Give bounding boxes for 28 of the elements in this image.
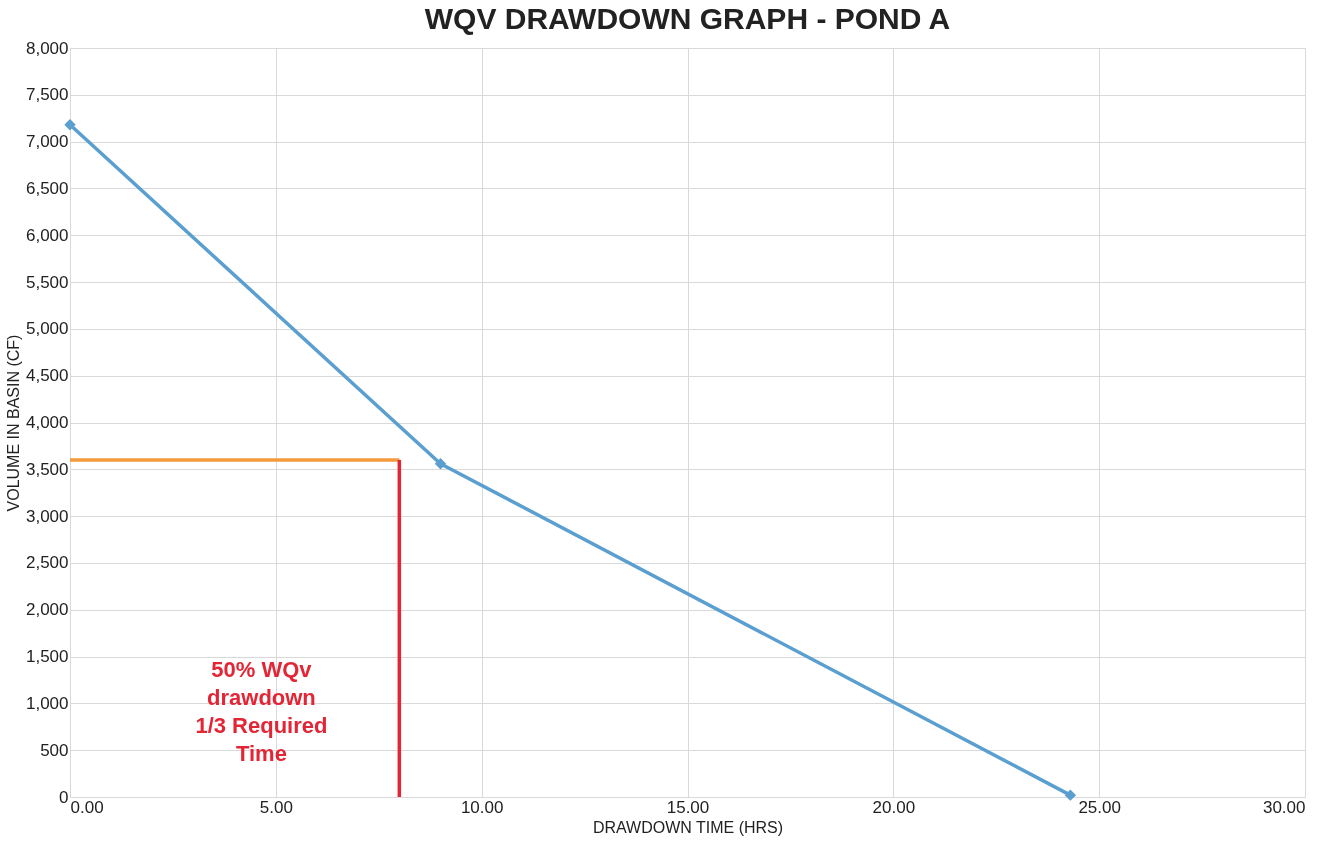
y-tick-label: 3,000 [25,506,69,526]
y-tick-label: 500 [40,740,69,760]
annotation: 50% WQv drawdown 1/3 Required Time [195,656,328,766]
y-tick-label: 0 [59,787,69,807]
y-tick-label: 5,000 [25,319,69,339]
x-tick-label: 10.00 [460,797,504,817]
y-tick-label: 3,500 [25,459,69,479]
x-tick-label: 5.00 [259,797,293,817]
x-tick-label: 30.00 [1262,797,1306,817]
x-axis-title: DRAWDOWN TIME (HRS) [592,818,784,836]
y-tick-label: 4,000 [25,413,69,432]
y-tick-label: 6,000 [25,225,69,245]
x-tick-label: 20.00 [872,797,916,817]
y-tick-label: 8,000 [25,38,69,58]
x-tick-label: 0.00 [70,797,104,817]
y-tick-label: 6,500 [25,178,69,198]
y-tick-label: 1,500 [25,647,69,667]
y-tick-label: 5,500 [25,272,69,292]
y-axis-title: VOLUME IN BASIN (CF) [4,334,22,512]
x-tick-label: 15.00 [666,797,710,817]
y-tick-label: 1,000 [25,693,69,713]
chart-title: WQV DRAWDOWN GRAPH - POND A [424,2,951,35]
y-tick-label: 2,000 [25,600,69,620]
x-tick-label: 25.00 [1078,797,1121,817]
y-tick-label: 7,500 [25,85,69,105]
y-tick-label: 4,500 [25,366,69,386]
y-tick-label: 7,000 [25,132,69,152]
y-tick-label: 2,500 [25,553,69,573]
